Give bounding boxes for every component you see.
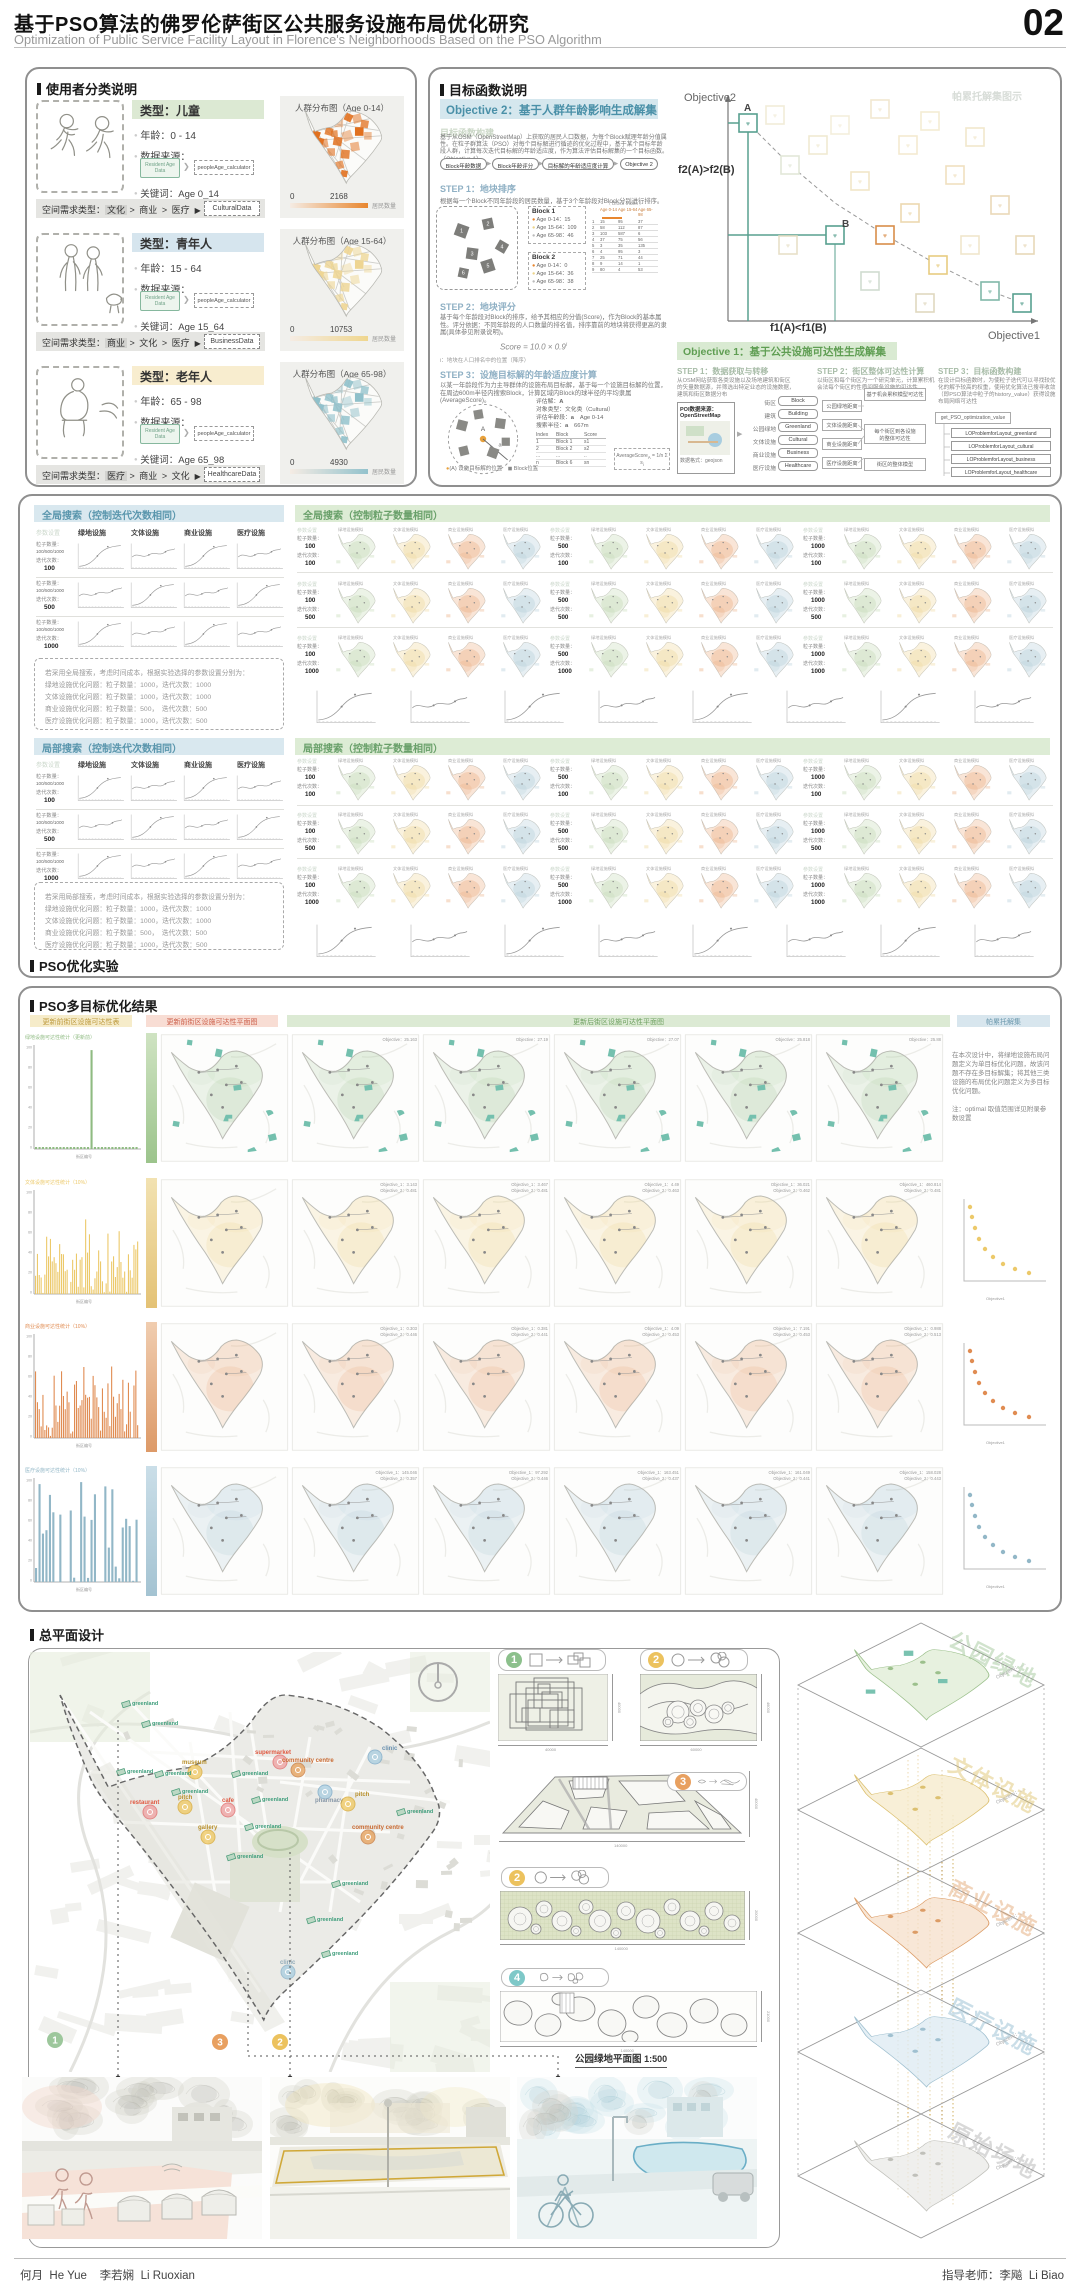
- svg-text:20: 20: [28, 1559, 32, 1563]
- svg-text:B: B: [842, 219, 849, 230]
- svg-text:♥: ♥: [788, 163, 792, 170]
- svg-text:♥: ♥: [838, 123, 842, 130]
- svg-text:♥: ♥: [878, 107, 882, 114]
- svg-text:♥: ♥: [906, 143, 910, 150]
- svg-text:街区编号: 街区编号: [76, 1442, 92, 1448]
- svg-text:2: 2: [277, 2038, 283, 2049]
- svg-text:80: 80: [28, 1355, 32, 1359]
- svg-text:1: 1: [52, 2036, 58, 2047]
- svg-text:museum: museum: [182, 1760, 207, 1766]
- svg-text:clinic: clinic: [280, 1960, 296, 1966]
- svg-text:♥: ♥: [936, 263, 940, 270]
- svg-text:60: 60: [28, 1519, 32, 1523]
- svg-text:♥: ♥: [868, 279, 872, 286]
- svg-text:80: 80: [28, 1499, 32, 1503]
- svg-text:20: 20: [28, 1415, 32, 1419]
- svg-text:greenland: greenland: [332, 1951, 358, 1957]
- svg-text:cafe: cafe: [222, 1798, 235, 1804]
- svg-text:greenland: greenland: [255, 1824, 281, 1830]
- svg-text:♥: ♥: [858, 179, 862, 186]
- svg-text:community centre: community centre: [352, 1825, 404, 1831]
- svg-text:40: 40: [28, 1106, 32, 1110]
- svg-text:greenland: greenland: [132, 1701, 158, 1707]
- svg-text:greenland: greenland: [127, 1769, 153, 1775]
- svg-text:greenland: greenland: [152, 1721, 178, 1727]
- svg-text:6: 6: [462, 271, 465, 277]
- svg-text:♥: ♥: [923, 301, 927, 308]
- svg-text:greenland: greenland: [182, 1789, 208, 1795]
- svg-text:♥: ♥: [883, 233, 887, 240]
- svg-text:greenland: greenland: [237, 1854, 263, 1860]
- svg-text:40: 40: [28, 1395, 32, 1399]
- svg-text:3: 3: [217, 2038, 223, 2049]
- svg-text:greenland: greenland: [407, 1809, 433, 1815]
- svg-text:Objective1: Objective1: [988, 330, 1040, 342]
- svg-text:♥: ♥: [998, 203, 1002, 210]
- svg-text:greenland: greenland: [342, 1881, 368, 1887]
- svg-text:supermarket: supermarket: [255, 1750, 291, 1756]
- svg-text:♥: ♥: [816, 143, 820, 150]
- svg-text:♥: ♥: [928, 119, 932, 126]
- svg-text:街区编号: 街区编号: [76, 1153, 92, 1159]
- svg-text:♥: ♥: [1023, 243, 1027, 250]
- svg-text:3: 3: [471, 251, 474, 257]
- svg-text:100: 100: [26, 1335, 32, 1339]
- svg-text:60: 60: [28, 1086, 32, 1090]
- svg-text:♥: ♥: [746, 121, 750, 128]
- svg-text:♥: ♥: [973, 135, 977, 142]
- svg-text:0: 0: [30, 1579, 32, 1583]
- svg-text:♥: ♥: [773, 113, 777, 120]
- svg-text:20: 20: [28, 1126, 32, 1130]
- svg-text:0: 0: [30, 1291, 32, 1295]
- svg-text:60: 60: [28, 1231, 32, 1235]
- svg-text:0: 0: [30, 1146, 32, 1150]
- svg-text:♥: ♥: [1020, 301, 1024, 308]
- svg-text:4: 4: [500, 244, 503, 250]
- svg-text:pharmacy: pharmacy: [315, 1798, 344, 1804]
- svg-text:gallery: gallery: [198, 1825, 218, 1831]
- svg-text:♥: ♥: [908, 211, 912, 218]
- svg-text:Objective2: Objective2: [684, 92, 736, 104]
- svg-text:1: 1: [460, 229, 463, 235]
- svg-text:100: 100: [26, 1046, 32, 1050]
- svg-text:A: A: [481, 426, 486, 433]
- svg-text:街区编号: 街区编号: [76, 1298, 92, 1304]
- svg-text:2: 2: [486, 222, 489, 228]
- svg-text:0: 0: [30, 1435, 32, 1439]
- svg-text:♥: ♥: [833, 233, 837, 240]
- svg-text:100: 100: [26, 1191, 32, 1195]
- svg-text:街区编号: 街区编号: [76, 1586, 92, 1592]
- svg-text:pitch: pitch: [355, 1792, 370, 1798]
- svg-text:♥: ♥: [953, 173, 957, 180]
- svg-text:community centre: community centre: [282, 1758, 334, 1764]
- svg-text:greenland: greenland: [317, 1917, 343, 1923]
- svg-text:greenland: greenland: [262, 1797, 288, 1803]
- svg-text:clinic: clinic: [382, 1746, 398, 1752]
- svg-text:80: 80: [28, 1066, 32, 1070]
- svg-text:greenland: greenland: [242, 1771, 268, 1777]
- svg-text:♥: ♥: [786, 243, 790, 250]
- svg-text:60: 60: [28, 1375, 32, 1379]
- svg-text:80: 80: [28, 1211, 32, 1215]
- svg-text:100: 100: [26, 1479, 32, 1483]
- svg-text:40: 40: [28, 1251, 32, 1255]
- svg-text:greenland: greenland: [165, 1771, 191, 1777]
- svg-text:pitch: pitch: [178, 1795, 193, 1801]
- svg-text:a: a: [498, 442, 502, 448]
- svg-text:40: 40: [28, 1539, 32, 1543]
- svg-text:♥: ♥: [988, 289, 992, 296]
- svg-text:restaurant: restaurant: [130, 1800, 159, 1806]
- svg-text:20: 20: [28, 1271, 32, 1275]
- svg-text:♥: ♥: [968, 243, 972, 250]
- svg-text:A: A: [744, 103, 751, 114]
- svg-text:5: 5: [486, 264, 489, 270]
